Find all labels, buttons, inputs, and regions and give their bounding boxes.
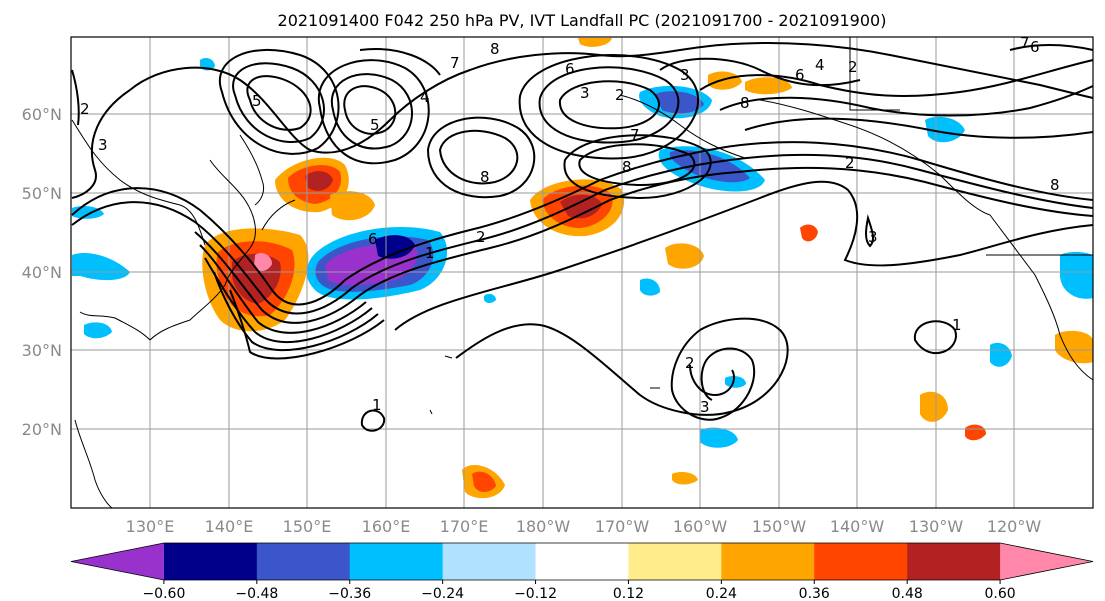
lon-label: 180°W <box>516 517 571 536</box>
lat-label: 40°N <box>22 263 62 282</box>
colorbar-segment <box>1000 543 1093 580</box>
contour-label: 3 <box>98 136 108 154</box>
contour-label: 1 <box>952 316 962 334</box>
contour-label: 3 <box>680 66 690 84</box>
contour-label: 2 <box>476 228 486 246</box>
lat-label: 50°N <box>22 184 62 203</box>
colorbar-tick-label: 0.36 <box>799 586 830 601</box>
figure-title: 2021091400 F042 250 hPa PV, IVT Landfall… <box>278 11 887 30</box>
contour-label: 2 <box>845 154 855 172</box>
pv-contours <box>71 42 1094 432</box>
colorbar-segment <box>349 543 444 580</box>
colorbar-segment <box>814 543 908 580</box>
lon-label: 170°W <box>595 517 650 536</box>
latitude-labels: 60°N 50°N 40°N 30°N 20°N <box>22 105 62 439</box>
colorbar-tick-label: 0.24 <box>706 586 737 601</box>
contour-label: 3 <box>580 84 590 102</box>
contour-label: 2 <box>615 86 625 104</box>
colorbar-tick-label: 0.12 <box>613 586 644 601</box>
contour-label: 7 <box>450 54 460 72</box>
longitude-labels: 130°E 140°E 150°E 160°E 170°E 180°W 170°… <box>126 517 1042 536</box>
lon-label: 150°E <box>283 517 332 536</box>
colorbar-segment <box>907 543 1001 580</box>
contour-labels: 8 8 8 8 8 7 7 7 6 6 6 6 5 5 4 4 3 3 3 3 … <box>80 34 1060 416</box>
colorbar-tick-label: 0.60 <box>985 586 1016 601</box>
contour-label: 1 <box>372 396 382 414</box>
colorbar-segments <box>70 542 1094 581</box>
contour-label: 3 <box>700 398 710 416</box>
contour-label: 7 <box>630 126 640 144</box>
lon-label: 150°W <box>752 517 807 536</box>
map-panel: 8 8 8 8 8 7 7 7 6 6 6 6 5 5 4 4 3 3 3 3 … <box>70 34 1094 509</box>
contour-label: 8 <box>480 168 490 186</box>
colorbar-segment <box>721 543 815 580</box>
contour-label: 6 <box>1030 38 1040 56</box>
contour-label: 8 <box>490 40 500 58</box>
lat-label: 60°N <box>22 105 62 124</box>
contour-label: 7 <box>1020 34 1030 52</box>
lon-label: 170°E <box>440 517 489 536</box>
lat-label: 30°N <box>22 341 62 360</box>
colorbar-tick-label: −0.24 <box>421 586 464 601</box>
lon-label: 160°E <box>362 517 411 536</box>
contour-label: 4 <box>815 56 825 74</box>
contour-label: 6 <box>795 66 805 84</box>
colorbar-ticks: −0.60 −0.48 −0.36 −0.24 −0.12 0.12 0.24 0.36 0.4… <box>142 580 1016 601</box>
contour-label: 2 <box>685 354 695 372</box>
contour-label: 5 <box>252 92 262 110</box>
colorbar-segment <box>442 543 537 580</box>
lon-label: 140°W <box>830 517 885 536</box>
colorbar-tick-label: −0.36 <box>328 586 371 601</box>
colorbar-tick-label: 0.48 <box>892 586 923 601</box>
contour-label: 2 <box>80 100 90 118</box>
lon-label: 160°W <box>673 517 728 536</box>
shaded-anomalies <box>72 38 1093 499</box>
contour-label: 4 <box>420 88 430 106</box>
colorbar-tick-label: −0.60 <box>142 586 185 601</box>
contour-label: 6 <box>565 60 575 78</box>
map-gridlines <box>71 37 1093 508</box>
colorbar-segment <box>256 543 351 580</box>
lon-label: 120°W <box>987 517 1042 536</box>
colorbar-tick-label: −0.12 <box>514 586 557 601</box>
contour-label: 6 <box>368 230 378 248</box>
colorbar-segment <box>535 543 629 580</box>
colorbar-segment <box>163 543 258 580</box>
colorbar: −0.60 −0.48 −0.36 −0.24 −0.12 0.12 0.24 0.36 0.4… <box>70 542 1094 601</box>
colorbar-segment <box>628 543 722 580</box>
lat-label: 20°N <box>22 420 62 439</box>
contour-label: 3 <box>868 228 878 246</box>
colorbar-segment <box>71 543 164 580</box>
lon-label: 140°E <box>205 517 254 536</box>
contour-label: 8 <box>1050 176 1060 194</box>
contour-label: 8 <box>740 94 750 112</box>
colorbar-tick-label: −0.48 <box>235 586 278 601</box>
contour-label: 8 <box>622 158 632 176</box>
lon-label: 130°E <box>126 517 175 536</box>
contour-label: 1 <box>425 244 435 262</box>
contour-label: 2 <box>848 58 858 76</box>
lon-label: 130°W <box>909 517 964 536</box>
contour-label: 5 <box>370 116 380 134</box>
